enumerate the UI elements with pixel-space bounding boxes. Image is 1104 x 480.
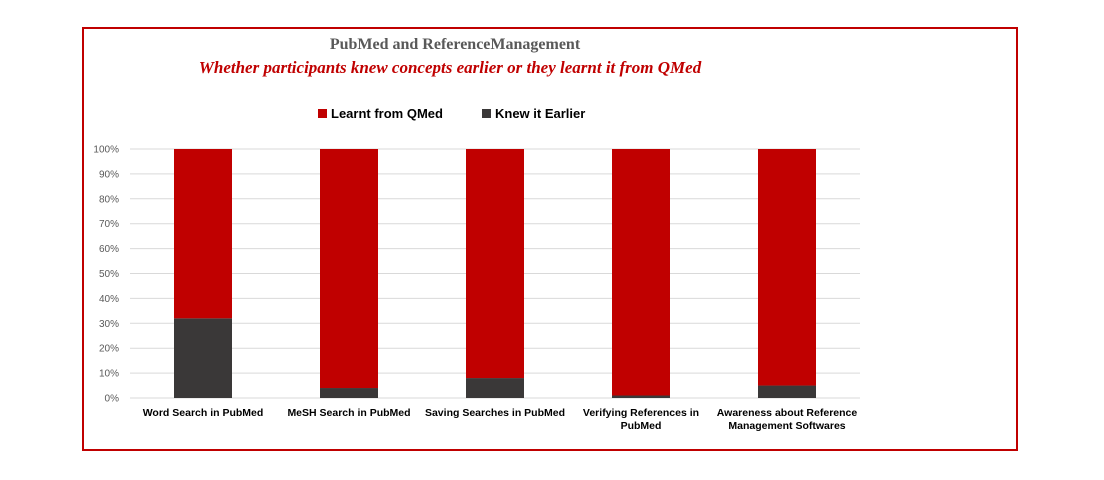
bar-segment bbox=[758, 385, 816, 398]
bar-segment bbox=[466, 149, 524, 379]
x-category-label: PubMed bbox=[621, 420, 662, 432]
bar-segment bbox=[320, 149, 378, 389]
x-category-label: Awareness about Reference bbox=[717, 407, 858, 419]
chart-title: PubMed and ReferenceManagement bbox=[329, 36, 581, 53]
bar-segment bbox=[758, 149, 816, 386]
legend-label: Learnt from QMed bbox=[331, 106, 443, 121]
bar-segment bbox=[612, 395, 670, 398]
y-tick-label: 50% bbox=[99, 269, 119, 280]
y-tick-label: 10% bbox=[99, 369, 119, 380]
legend-swatch bbox=[482, 109, 491, 118]
legend: Learnt from QMed Knew it Earlier bbox=[318, 106, 585, 121]
y-tick-label: 70% bbox=[99, 219, 119, 230]
legend-swatch bbox=[318, 109, 327, 118]
y-tick-label: 100% bbox=[93, 145, 119, 156]
x-category-label: Management Softwares bbox=[728, 420, 845, 432]
x-category-label: Word Search in PubMed bbox=[143, 407, 264, 419]
y-axis-ticks: 0% 10% 20% 30% 40% 50% 60% 70% 80% 90% 100% bbox=[93, 145, 119, 405]
y-tick-label: 30% bbox=[99, 319, 119, 330]
x-axis-labels: Word Search in PubMed MeSH Search in PubM… bbox=[143, 407, 858, 432]
bar-segment bbox=[174, 318, 232, 398]
y-tick-label: 80% bbox=[99, 194, 119, 205]
y-tick-label: 90% bbox=[99, 169, 119, 180]
x-category-label: MeSH Search in PubMed bbox=[287, 407, 410, 419]
y-tick-label: 40% bbox=[99, 294, 119, 305]
bar-segment bbox=[320, 388, 378, 398]
x-category-label: Saving Searches in PubMed bbox=[425, 407, 565, 419]
bar-segment bbox=[174, 149, 232, 319]
bar-segment bbox=[612, 149, 670, 396]
y-tick-label: 0% bbox=[105, 394, 120, 405]
y-tick-label: 60% bbox=[99, 244, 119, 255]
bar-segment bbox=[466, 378, 524, 398]
chart-subtitle: Whether participants knew concepts earli… bbox=[198, 58, 702, 77]
chart-frame bbox=[82, 27, 1018, 451]
x-category-label: Verifying References in bbox=[583, 407, 699, 419]
legend-label: Knew it Earlier bbox=[495, 106, 585, 121]
bars bbox=[174, 149, 816, 398]
y-tick-label: 20% bbox=[99, 344, 119, 355]
